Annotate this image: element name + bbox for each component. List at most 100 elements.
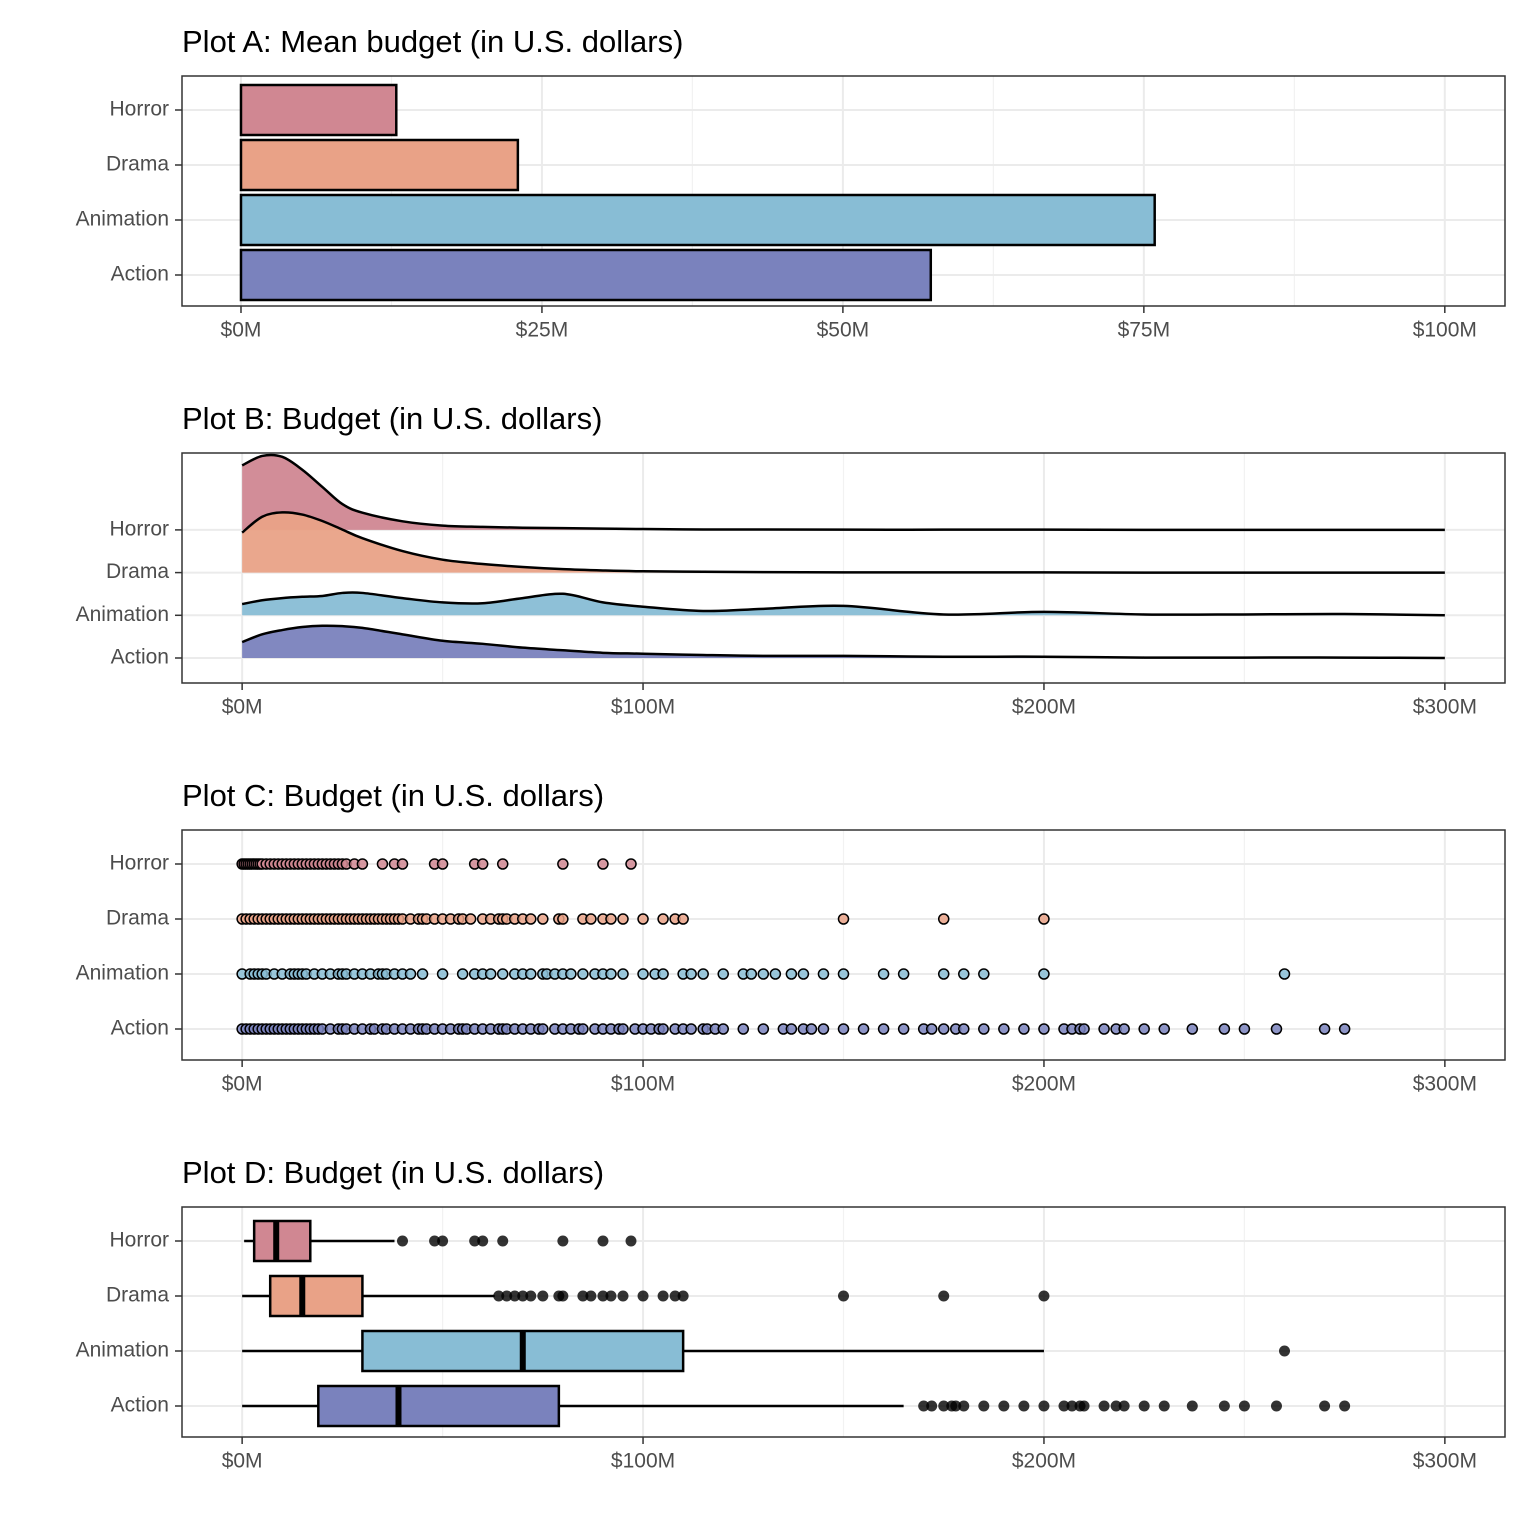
dot [685, 1023, 697, 1035]
dot [877, 1023, 890, 1035]
dot [1098, 1023, 1110, 1035]
outlier [437, 1235, 449, 1247]
x-tick-label: $100M [611, 696, 675, 719]
dot [484, 968, 497, 980]
dot [717, 1023, 729, 1035]
dot [617, 913, 629, 925]
dot [857, 1023, 870, 1035]
dot [745, 968, 758, 980]
box [252, 1219, 312, 1263]
outlier [469, 1235, 481, 1247]
dot [525, 968, 537, 980]
panel: Plot D: Budget (in U.S. dollars) $0M $100M… [76, 1155, 1506, 1473]
dot [1038, 913, 1050, 925]
dot [837, 968, 850, 980]
outlier [637, 1290, 649, 1302]
ridge-area [242, 592, 1445, 616]
ridge-line [241, 624, 1445, 660]
dot [617, 968, 629, 980]
y-tick-label: Drama [106, 1284, 169, 1307]
outlier [557, 1290, 569, 1302]
outlier [585, 1290, 597, 1302]
outlier [517, 1290, 529, 1302]
dot [496, 858, 509, 870]
y-tick-label: Horror [109, 1229, 169, 1252]
dot [1158, 1023, 1170, 1035]
y-tick-label: Action [111, 1017, 169, 1040]
x-tick-label: $25M [516, 319, 569, 342]
ridge-area [242, 454, 1445, 530]
panel-title: Plot C: Budget (in U.S. dollars) [182, 778, 604, 813]
dot [1118, 1023, 1130, 1035]
bar [239, 248, 933, 302]
y-tick-label: Horror [109, 852, 169, 875]
dot [998, 1023, 1010, 1035]
outlier [525, 1290, 537, 1302]
y-tick-label: Animation [76, 1339, 169, 1362]
dot [1218, 1023, 1231, 1035]
x-tick-label: $200M [1012, 1073, 1076, 1096]
dot [464, 913, 477, 925]
outlier [617, 1290, 629, 1302]
dot [436, 858, 449, 870]
outlier [958, 1400, 970, 1412]
outlier [429, 1235, 441, 1247]
x-tick-label: $75M [1118, 319, 1171, 342]
panel-border [181, 829, 1506, 1061]
dot [404, 968, 417, 980]
dot [637, 913, 649, 925]
x-tick-label: $300M [1413, 1073, 1477, 1096]
x-tick-label: $200M [1012, 696, 1076, 719]
x-tick-label: $0M [222, 1450, 263, 1473]
dot [737, 1023, 750, 1035]
outlier [605, 1290, 617, 1302]
bar [239, 193, 1156, 247]
ridge-line [241, 511, 1445, 574]
y-tick-label: Horror [109, 517, 169, 540]
outlier [1058, 1400, 1070, 1412]
outlier [1110, 1400, 1122, 1412]
dot [1078, 1023, 1090, 1035]
x-tick-label: $50M [817, 319, 870, 342]
panel-border [181, 452, 1506, 684]
dot [577, 968, 589, 980]
y-tick-label: Action [111, 1394, 169, 1417]
dot [769, 968, 782, 980]
dot [1338, 1023, 1351, 1035]
dot [605, 913, 617, 925]
y-tick-label: Drama [106, 153, 169, 176]
outlier [677, 1290, 689, 1302]
dot [757, 1023, 770, 1035]
outlier [493, 1290, 505, 1302]
dot [978, 968, 990, 980]
dot [958, 968, 970, 980]
dot [396, 858, 409, 870]
dot [797, 968, 810, 980]
outlier [1038, 1290, 1050, 1302]
panel: Plot C: Budget (in U.S. dollars) $0M $100M… [76, 778, 1506, 1096]
panel-border [181, 75, 1506, 307]
x-tick-label: $100M [1413, 319, 1477, 342]
dot [657, 1023, 669, 1035]
dot [525, 913, 537, 925]
outlier [657, 1290, 669, 1302]
panel: Plot A: Mean budget (in U.S. dollars) $0M… [76, 24, 1506, 342]
dot [436, 968, 449, 980]
outlier [509, 1290, 521, 1302]
dot [1270, 1023, 1283, 1035]
dot [1138, 1023, 1150, 1035]
dot [585, 913, 597, 925]
dot [476, 858, 489, 870]
outlier [1319, 1400, 1331, 1412]
y-tick-label: Horror [109, 98, 169, 121]
outlier [1066, 1400, 1078, 1412]
outlier [577, 1290, 589, 1302]
outlier [998, 1400, 1010, 1412]
dot [376, 858, 389, 870]
x-tick-label: $100M [611, 1450, 675, 1473]
panel-title: Plot A: Mean budget (in U.S. dollars) [182, 24, 683, 59]
x-tick-label: $100M [611, 1073, 675, 1096]
x-tick-label: $300M [1413, 1450, 1477, 1473]
outlier [938, 1400, 950, 1412]
